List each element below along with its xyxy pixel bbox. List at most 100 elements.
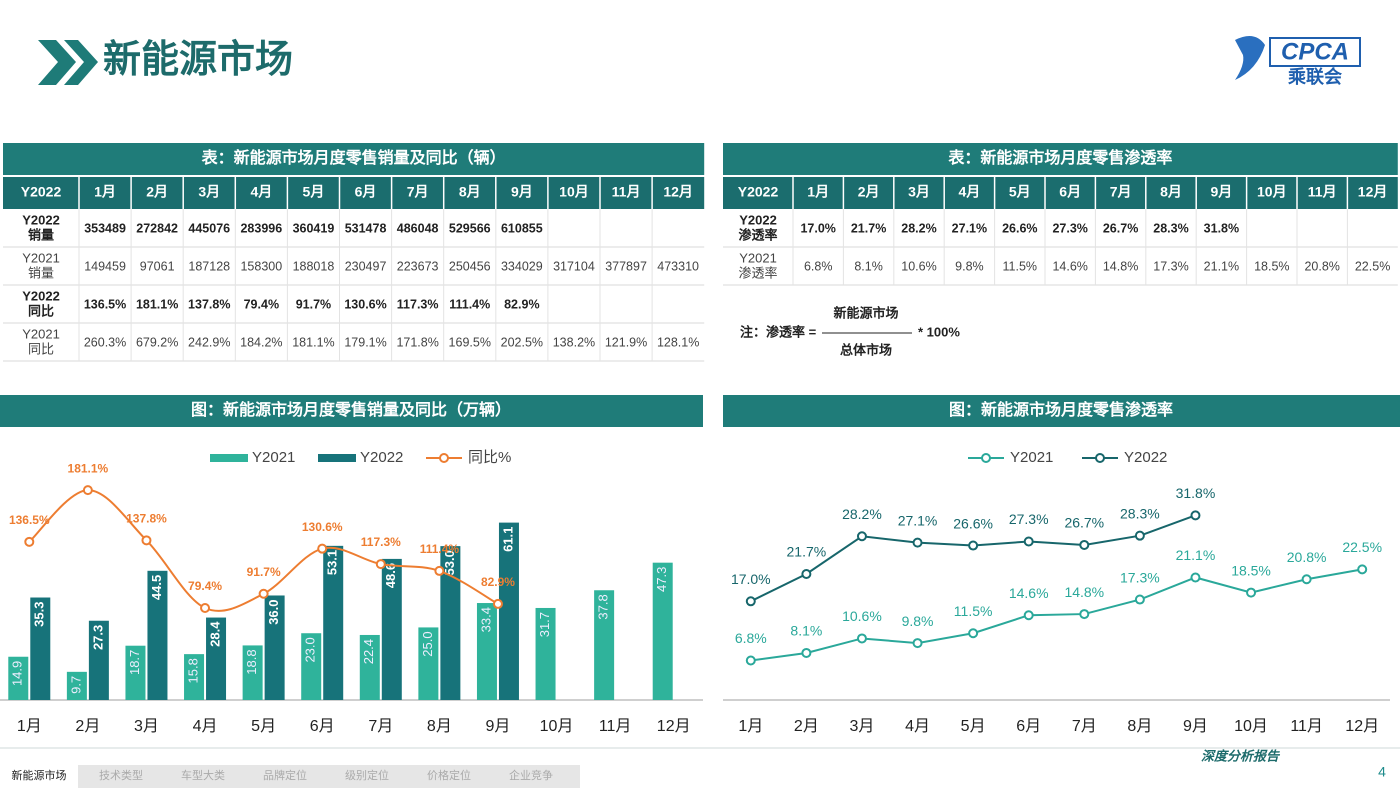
table-cell: 202.5% xyxy=(501,335,543,349)
table-title-bar xyxy=(723,143,1398,175)
nav-tab[interactable]: 车型大类 xyxy=(181,768,225,782)
table-cell: 531478 xyxy=(345,221,387,235)
report-label: 深度分析报告 xyxy=(1201,748,1281,763)
page-number: 4 xyxy=(1378,764,1386,780)
legend-label: Y2021 xyxy=(1010,449,1053,466)
chart-title-bar xyxy=(723,395,1400,427)
point-value-label: 21.1% xyxy=(1176,547,1216,563)
bar-value-label: 28.4 xyxy=(207,621,222,647)
table-header-cell: 12月 xyxy=(1358,184,1388,200)
chart-title: 图：新能源市场月度零售渗透率 xyxy=(949,400,1173,419)
point-value-label: 17.3% xyxy=(1120,569,1160,585)
legend-marker xyxy=(1095,453,1105,463)
table-cell: 10.6% xyxy=(901,259,936,273)
table-cell: 260.3% xyxy=(84,335,126,349)
bar-value-label: 48.6 xyxy=(383,563,398,588)
line-marker xyxy=(1134,530,1145,541)
table-header-cell: Y2022 xyxy=(21,184,62,200)
bar xyxy=(242,645,263,700)
line-marker xyxy=(1134,594,1145,605)
nav-tab[interactable]: 价格定位 xyxy=(427,768,471,782)
table-cell: 79.4% xyxy=(244,297,279,311)
table-cell: 82.9% xyxy=(504,297,539,311)
point-value-label: 136.5% xyxy=(9,513,50,527)
table-header-cell: 2月 xyxy=(146,184,168,200)
bar-value-label: 53.0 xyxy=(442,550,457,575)
bar xyxy=(535,607,556,700)
line-marker xyxy=(1079,609,1090,620)
nav-tab[interactable]: 技术类型 xyxy=(99,768,143,782)
table-header-cell: 6月 xyxy=(355,184,377,200)
line-marker xyxy=(1190,572,1201,583)
chart-title: 图：新能源市场月度零售销量及同比（万辆） xyxy=(191,400,511,419)
table-cell: 250456 xyxy=(449,259,491,273)
nav-tab[interactable]: 品牌定位 xyxy=(263,768,307,782)
nav-tab[interactable]: 企业竞争 xyxy=(509,768,553,782)
table-cell: 149459 xyxy=(84,259,126,273)
point-value-label: 9.8% xyxy=(902,613,934,629)
x-tick-label: 12月 xyxy=(1345,718,1379,735)
row-label: Y2022 xyxy=(739,212,777,227)
bar xyxy=(66,671,87,700)
bar-value-label: 36.0 xyxy=(266,599,281,624)
table-cell: 529566 xyxy=(449,221,491,235)
x-tick-label: 3月 xyxy=(134,718,159,735)
note-suffix: * 100% xyxy=(918,324,960,339)
nav-tab[interactable]: 新能源市场 xyxy=(12,768,67,782)
row-label: Y2021 xyxy=(22,326,60,341)
point-value-label: 82.9% xyxy=(481,575,515,589)
table-header-cell: 3月 xyxy=(908,184,930,200)
table-header-cell: 4月 xyxy=(250,184,272,200)
table-header-cell: Y2022 xyxy=(738,184,779,200)
row-label: 同比 xyxy=(28,341,54,356)
table-cell: 181.1% xyxy=(292,335,334,349)
x-tick-label: 1月 xyxy=(17,718,42,735)
point-value-label: 20.8% xyxy=(1287,549,1327,565)
table-header-bar xyxy=(723,177,1398,209)
table-cell: 20.8% xyxy=(1304,259,1339,273)
point-value-label: 111.4% xyxy=(420,542,460,556)
note-prefix: 注：渗透率 = xyxy=(740,324,817,339)
table-cell: 91.7% xyxy=(296,297,331,311)
table-header-cell: 1月 xyxy=(94,184,116,200)
bar-value-label: 61.1 xyxy=(500,527,515,552)
table-cell: 242.9% xyxy=(188,335,230,349)
nav-tab[interactable]: 级别定位 xyxy=(345,768,389,782)
point-value-label: 130.6% xyxy=(302,520,343,534)
table-cell: 14.6% xyxy=(1052,259,1087,273)
bar xyxy=(498,522,519,700)
legend-label: Y2022 xyxy=(1124,449,1167,466)
line-marker xyxy=(434,565,445,576)
table-title: 表：新能源市场月度零售渗透率 xyxy=(947,148,1172,167)
x-tick-label: 9月 xyxy=(1183,718,1208,735)
x-tick-label: 3月 xyxy=(850,718,875,735)
bar xyxy=(8,656,29,700)
line-marker xyxy=(745,596,756,607)
logo-name: 乘联会 xyxy=(1287,66,1342,87)
bar-value-label: 53.1 xyxy=(325,550,340,575)
table-cell: 171.8% xyxy=(396,335,438,349)
bar xyxy=(125,645,146,700)
line-marker xyxy=(82,485,93,496)
table-cell: 26.6% xyxy=(1002,221,1037,235)
bar xyxy=(594,590,615,700)
table-cell: 353489 xyxy=(84,221,126,235)
line-marker xyxy=(856,531,867,542)
x-tick-label: 7月 xyxy=(368,718,393,735)
logo-box xyxy=(1269,37,1361,67)
table-cell: 334029 xyxy=(501,259,543,273)
table-cell: 610855 xyxy=(501,221,543,235)
table-cell: 137.8% xyxy=(188,297,230,311)
x-tick-label: 4月 xyxy=(193,718,218,735)
point-value-label: 26.7% xyxy=(1064,515,1104,531)
point-value-label: 27.1% xyxy=(898,512,938,528)
x-tick-label: 4月 xyxy=(905,718,930,735)
table-cell: 11.5% xyxy=(1003,259,1038,273)
table-cell: 17.0% xyxy=(800,221,835,235)
table-header-cell: 7月 xyxy=(407,184,429,200)
logo-text: CPCA xyxy=(1281,38,1349,65)
table-cell: 31.8% xyxy=(1204,221,1239,235)
table-title-bar xyxy=(3,143,705,175)
bar xyxy=(264,595,285,700)
table-cell: 26.7% xyxy=(1103,221,1138,235)
